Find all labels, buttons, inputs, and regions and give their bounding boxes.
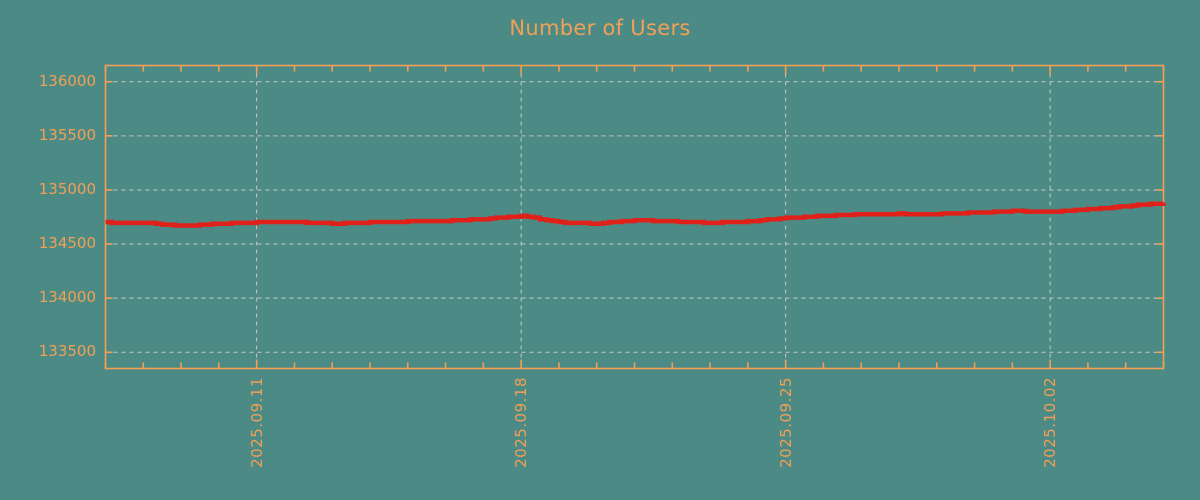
- y-axis-labels: 133500 134000 134500 135000 135500 136000: [0, 0, 96, 500]
- y-tick-label: 135000: [38, 179, 96, 198]
- data-series-line: [105, 201, 1166, 228]
- y-tick-label: 135500: [38, 125, 96, 144]
- plot-border: [104, 64, 1165, 370]
- y-tick-label: 134000: [38, 288, 96, 307]
- x-tick-label: 2025.09.18: [512, 377, 531, 468]
- x-tick-label: 2025.09.25: [776, 377, 795, 468]
- y-tick-label: 136000: [38, 71, 96, 90]
- y-tick-label: 134500: [38, 234, 96, 253]
- chart-title: Number of Users: [509, 16, 691, 40]
- x-tick-label: 2025.09.11: [247, 377, 266, 468]
- horizontal-gridlines: [105, 80, 1164, 354]
- x-tick-label: 2025.10.02: [1041, 377, 1060, 468]
- vertical-gridlines: [256, 65, 1051, 369]
- y-tick-label: 133500: [38, 342, 96, 361]
- minor-tick-marks: [104, 65, 1165, 369]
